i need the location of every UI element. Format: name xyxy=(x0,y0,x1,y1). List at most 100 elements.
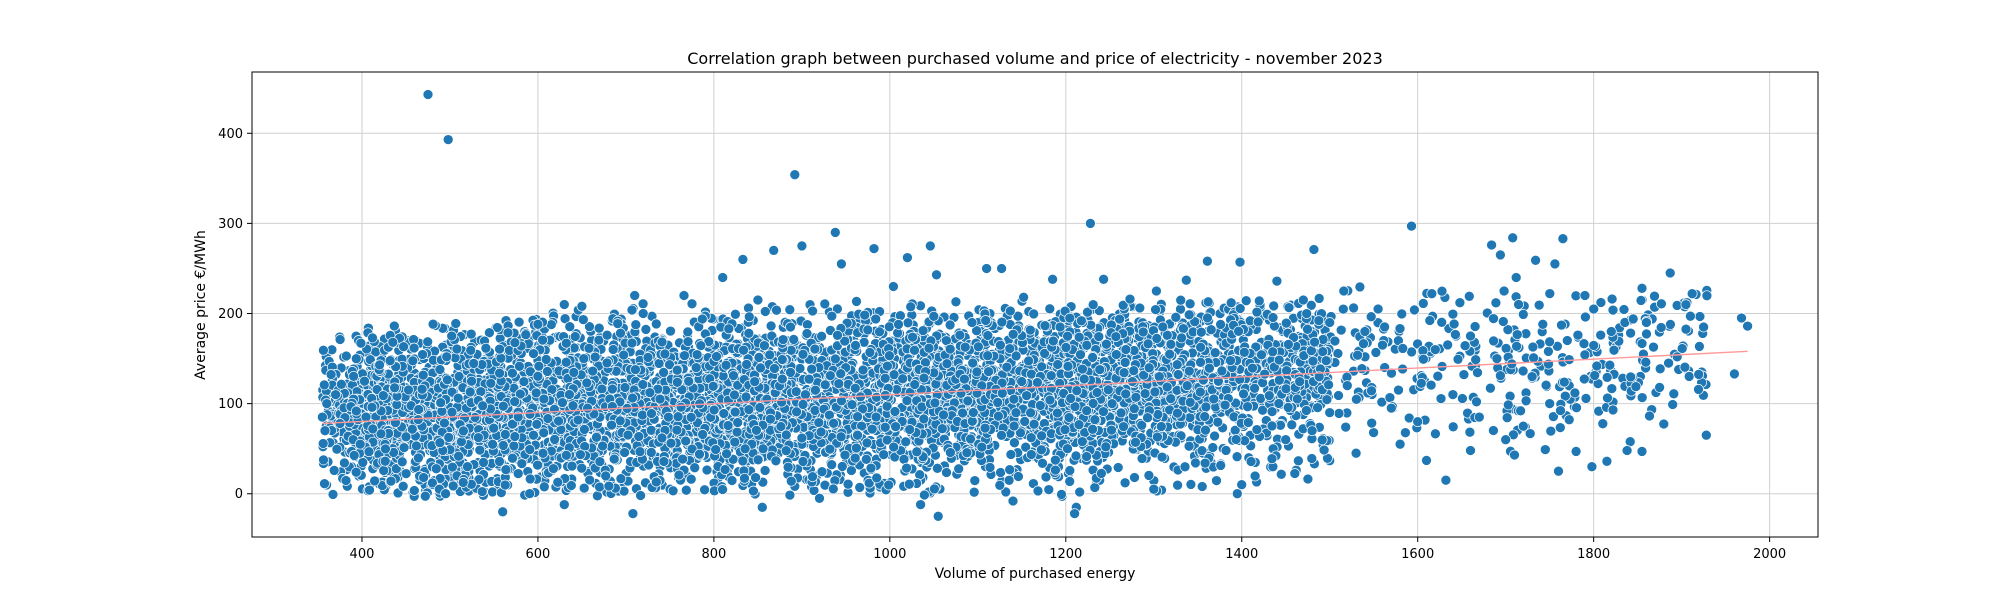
data-point xyxy=(1202,312,1213,324)
data-point xyxy=(1143,470,1155,481)
data-point xyxy=(397,480,409,492)
data-point xyxy=(318,344,329,356)
data-point xyxy=(578,353,590,364)
data-point xyxy=(797,456,809,467)
data-point xyxy=(759,340,770,351)
data-point xyxy=(759,306,771,317)
data-point xyxy=(569,331,581,342)
data-point xyxy=(650,318,662,330)
data-point xyxy=(941,467,952,478)
data-point xyxy=(1212,416,1224,428)
data-point xyxy=(507,367,518,379)
data-point xyxy=(1136,453,1148,464)
data-point xyxy=(637,298,649,310)
data-point xyxy=(1245,456,1257,467)
data-point xyxy=(1070,450,1082,462)
data-point xyxy=(701,464,713,476)
data-point xyxy=(592,490,603,502)
data-point xyxy=(357,457,369,468)
data-point xyxy=(528,429,539,441)
data-point xyxy=(408,342,420,354)
data-point xyxy=(512,468,524,479)
data-point xyxy=(765,320,777,332)
data-point xyxy=(1184,412,1196,423)
data-point xyxy=(1289,468,1301,479)
data-point xyxy=(1039,320,1051,332)
data-point xyxy=(1064,465,1076,476)
data-point xyxy=(478,457,489,468)
data-point xyxy=(626,304,638,316)
data-point xyxy=(1134,302,1146,314)
data-point xyxy=(944,319,956,331)
data-point xyxy=(750,472,761,483)
data-point xyxy=(945,447,956,458)
data-point xyxy=(730,308,741,320)
data-point xyxy=(1202,296,1214,308)
data-point xyxy=(743,302,754,314)
data-point xyxy=(695,340,707,351)
data-point xyxy=(635,490,646,501)
data-point xyxy=(596,383,608,395)
data-point xyxy=(408,485,420,496)
data-point xyxy=(1211,475,1222,486)
data-point xyxy=(827,483,839,495)
data-point xyxy=(816,330,827,342)
data-point xyxy=(784,489,796,501)
data-point xyxy=(1005,449,1017,460)
data-point xyxy=(898,453,910,465)
data-point xyxy=(1129,472,1140,483)
data-point xyxy=(645,447,657,458)
data-point xyxy=(325,369,337,380)
data-point xyxy=(667,485,679,497)
data-point xyxy=(968,486,980,498)
data-point xyxy=(1220,445,1232,456)
data-point xyxy=(1216,365,1228,377)
data-point xyxy=(1001,361,1013,373)
data-point xyxy=(995,467,1006,478)
data-point xyxy=(1112,462,1124,473)
data-point xyxy=(388,320,400,332)
data-point xyxy=(1137,326,1149,338)
data-point xyxy=(1302,473,1314,485)
data-point xyxy=(1012,310,1024,322)
data-point xyxy=(1205,324,1217,336)
data-point xyxy=(771,304,782,316)
data-point xyxy=(950,296,962,308)
data-point xyxy=(328,465,340,476)
data-point xyxy=(680,484,692,496)
data-point xyxy=(807,305,818,317)
data-point xyxy=(1032,485,1044,497)
data-point xyxy=(465,328,477,340)
data-point xyxy=(743,311,755,323)
data-point xyxy=(474,444,486,456)
data-point xyxy=(801,328,813,339)
data-point xyxy=(422,336,434,348)
data-point xyxy=(417,349,428,360)
data-point xyxy=(819,298,831,310)
data-point xyxy=(1044,303,1056,315)
data-point xyxy=(1209,430,1220,442)
data-point xyxy=(584,474,596,486)
data-point xyxy=(679,350,690,361)
data-point xyxy=(718,408,730,419)
data-point xyxy=(532,459,543,471)
data-point xyxy=(637,308,649,319)
data-point xyxy=(685,473,697,485)
data-point xyxy=(545,319,557,330)
data-point xyxy=(1185,479,1197,490)
data-point xyxy=(836,461,848,472)
data-point xyxy=(340,350,352,362)
data-point xyxy=(1234,374,1246,385)
data-point xyxy=(1266,406,1278,417)
data-point xyxy=(851,296,862,307)
data-point xyxy=(1013,471,1024,482)
data-point xyxy=(984,462,996,473)
data-point xyxy=(1009,437,1020,449)
data-point xyxy=(1184,298,1196,310)
data-point xyxy=(427,318,439,330)
data-point xyxy=(619,447,630,458)
data-point xyxy=(1251,306,1263,318)
data-point xyxy=(1275,468,1287,480)
